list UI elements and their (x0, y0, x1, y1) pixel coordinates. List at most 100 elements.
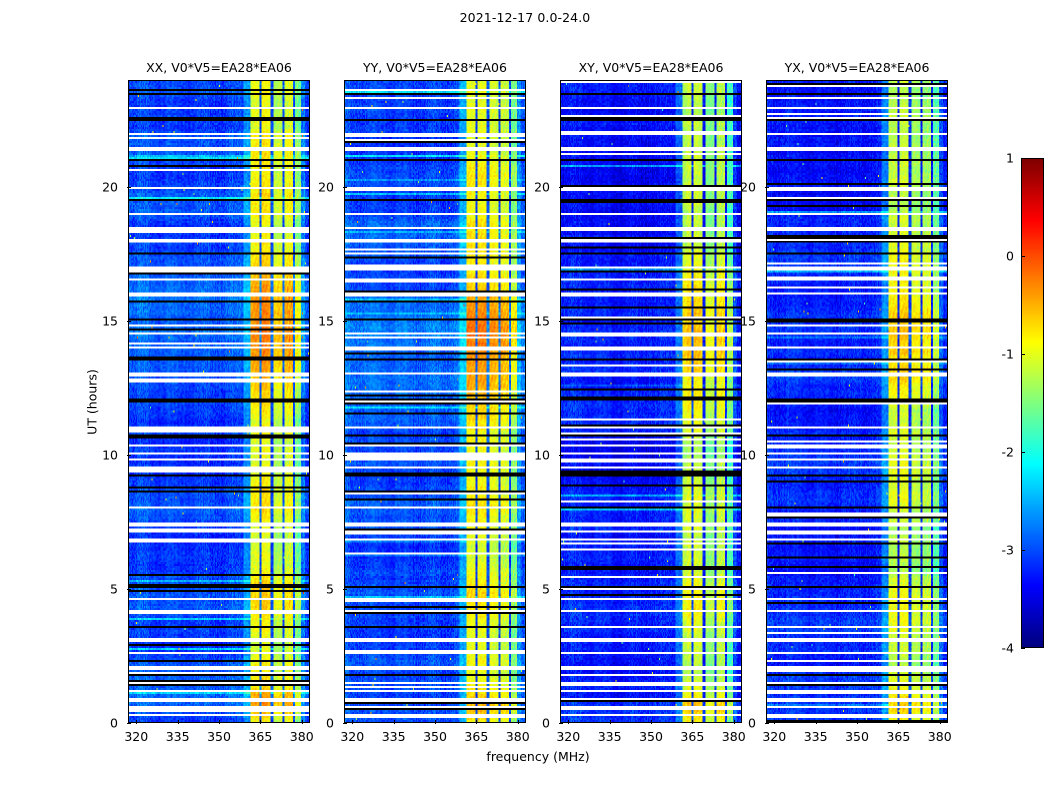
y-tick (559, 321, 563, 323)
y-tick-label: 15 (102, 313, 118, 329)
spectrogram-panel-xx: XX, V0*V5=EA28*EA06 320 335 350 365 380 0 5 10 15… (102, 60, 314, 744)
x-tick (733, 720, 735, 724)
y-tick-label: 15 (318, 313, 334, 329)
colorbar-tick (1021, 648, 1025, 649)
x-tick (219, 720, 220, 724)
spectrogram-panel-yx: YX, V0*V5=EA28*EA06 320 335 350 365 380 0 5 10 15… (740, 60, 952, 744)
x-tick (177, 720, 179, 724)
x-tick (393, 720, 395, 724)
y-tick (127, 723, 131, 724)
x-tick (435, 720, 436, 724)
y-tick (765, 455, 769, 457)
x-tick (609, 720, 611, 724)
colorbar-tick (1021, 256, 1025, 257)
heatmap-image-xx (129, 81, 309, 722)
y-tick (559, 723, 563, 724)
y-tick (765, 187, 769, 189)
y-tick-label: 0 (748, 715, 756, 731)
y-tick-label: 5 (326, 581, 334, 597)
y-tick (559, 187, 563, 189)
colorbar-gradient (1022, 159, 1043, 647)
panel-axes-yy (344, 80, 526, 723)
colorbar-tick (1021, 354, 1025, 355)
x-tick-label: 380 (289, 729, 314, 744)
panel-title-xy: XY, V0*V5=EA28*EA06 (578, 60, 724, 75)
x-tick (136, 720, 138, 724)
colorbar (1021, 158, 1044, 648)
x-tick-label: 350 (639, 729, 663, 744)
y-tick (127, 455, 131, 457)
spectrogram-panel-xy: XY, V0*V5=EA28*EA06 320 335 350 365 380 0 5 10 15… (534, 60, 746, 744)
x-tick-label: 380 (505, 729, 530, 744)
x-tick-label: 320 (124, 729, 149, 744)
y-tick (343, 321, 347, 323)
x-tick-label: 320 (340, 729, 365, 744)
y-tick-label: 0 (110, 715, 118, 731)
y-tick (343, 455, 347, 457)
x-tick (260, 720, 262, 724)
y-tick-label: 15 (740, 313, 756, 329)
x-tick (517, 720, 519, 724)
x-tick-label: 350 (207, 729, 231, 744)
y-tick-label: 10 (740, 447, 756, 463)
y-tick (559, 589, 563, 591)
panel-axes-xx (128, 80, 310, 723)
y-tick-label: 10 (534, 447, 550, 463)
x-tick-label: 380 (927, 729, 952, 744)
x-tick-label: 335 (381, 729, 406, 744)
x-tick-label: 320 (762, 729, 787, 744)
x-tick-label: 365 (680, 729, 705, 744)
colorbar-tick (1021, 550, 1025, 551)
colorbar-tick-label: -4 (1001, 640, 1014, 656)
x-axis-label: frequency (MHz) (486, 749, 590, 764)
x-tick-label: 350 (423, 729, 447, 744)
x-tick (692, 720, 694, 724)
x-tick (815, 720, 817, 724)
y-tick-label: 5 (542, 581, 550, 597)
panel-axes-yx (766, 80, 948, 723)
x-tick (352, 720, 354, 724)
x-tick (476, 720, 478, 724)
heatmap-image-xy (561, 81, 741, 722)
x-tick (898, 720, 900, 724)
panel-title-yy: YY, V0*V5=EA28*EA06 (363, 60, 507, 75)
colorbar-tick (1021, 452, 1025, 453)
x-tick-label: 380 (721, 729, 746, 744)
y-tick (765, 321, 769, 323)
y-tick (343, 723, 347, 724)
y-tick-label: 20 (318, 179, 334, 195)
x-tick-label: 365 (248, 729, 273, 744)
panel-title-yx: YX, V0*V5=EA28*EA06 (784, 60, 930, 75)
y-tick (559, 455, 563, 457)
y-tick-label: 0 (326, 715, 334, 731)
colorbar-tick (1021, 158, 1025, 159)
y-tick (343, 589, 347, 591)
y-tick-label: 5 (110, 581, 118, 597)
y-tick (127, 187, 131, 189)
panel-axes-xy (560, 80, 742, 723)
x-tick (651, 720, 652, 724)
x-tick (774, 720, 776, 724)
heatmap-image-yx (767, 81, 947, 722)
y-tick-label: 5 (748, 581, 756, 597)
x-tick (939, 720, 941, 724)
y-tick (765, 723, 769, 724)
colorbar-tick-label: 0 (1006, 248, 1014, 264)
spectrogram-panel-yy: YY, V0*V5=EA28*EA06 320 335 350 365 380 0 5 10 15… (318, 60, 530, 744)
y-tick-label: 20 (534, 179, 550, 195)
figure-suptitle: 2021-12-17 0.0-24.0 (459, 10, 591, 25)
x-tick-label: 335 (597, 729, 622, 744)
x-tick-label: 365 (464, 729, 489, 744)
colorbar-tick-label: -1 (1001, 346, 1014, 362)
y-axis-label: UT (hours) (84, 368, 100, 435)
x-tick (568, 720, 570, 724)
x-tick (301, 720, 303, 724)
y-tick (343, 187, 347, 189)
y-tick-label: 15 (534, 313, 550, 329)
y-tick (765, 589, 769, 591)
x-tick-label: 335 (803, 729, 828, 744)
x-tick-label: 320 (556, 729, 581, 744)
y-tick (127, 321, 131, 323)
colorbar-tick-label: -3 (1001, 542, 1014, 558)
